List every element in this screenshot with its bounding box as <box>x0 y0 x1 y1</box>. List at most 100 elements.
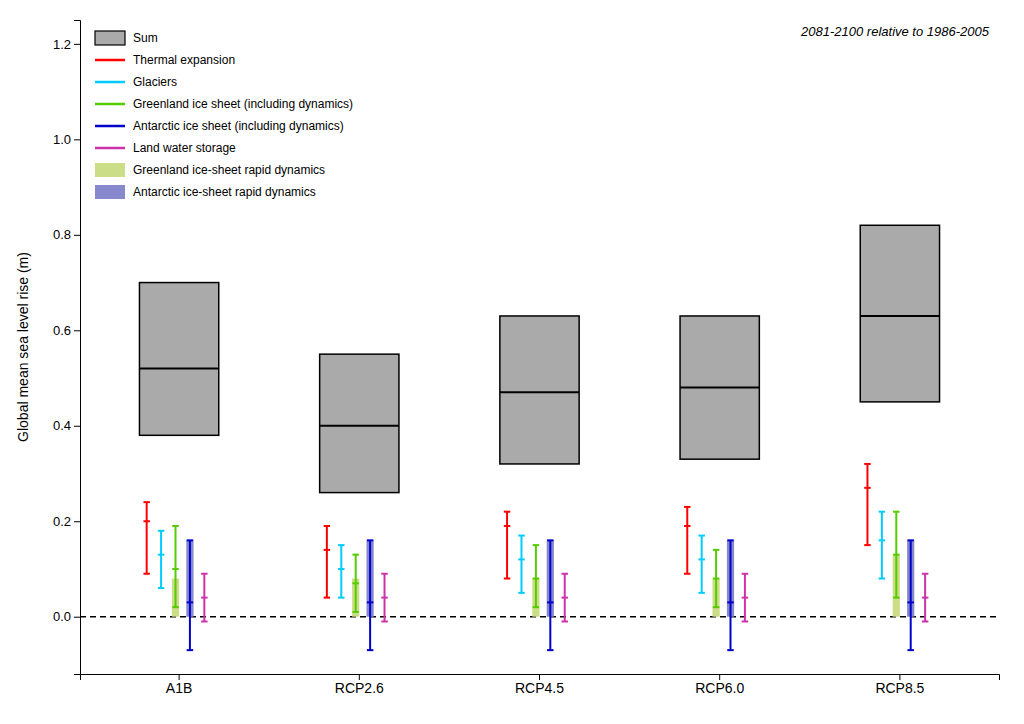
range-cap-high <box>504 511 510 513</box>
box <box>320 354 399 492</box>
range-mid <box>713 578 719 580</box>
range-cap-high <box>879 511 885 513</box>
range-mid <box>547 601 553 603</box>
x-tick: RCP4.5 <box>515 674 564 696</box>
y-tick-mark <box>74 235 80 236</box>
legend-entry: Glaciers <box>95 75 177 89</box>
y-tick-label: 0.4 <box>53 418 71 433</box>
chart: 0.00.20.40.60.81.01.2A1BRCP2.6RCP4.5RCP6… <box>0 0 1024 724</box>
legend-entry: Thermal expansion <box>95 53 235 67</box>
series-range <box>187 540 914 650</box>
range-mid <box>864 487 870 489</box>
range-line <box>730 540 732 650</box>
y-tick: 1.0 <box>53 132 80 147</box>
legend-label: Sum <box>133 31 158 45</box>
legend-label: Antarctic ice-sheet rapid dynamics <box>133 185 316 199</box>
box <box>139 283 218 436</box>
range-cap-high <box>893 511 899 513</box>
y-tick-mark <box>74 521 80 522</box>
legend-swatch <box>95 147 125 150</box>
range-cap-low <box>352 611 358 613</box>
range-line <box>520 536 522 593</box>
annotation: 2081-2100 relative to 1986-2005 <box>800 24 990 39</box>
x-tick-label: RCP6.0 <box>695 680 744 696</box>
box-median <box>139 367 218 369</box>
range-cap-low <box>742 620 748 622</box>
range-cap-low <box>698 592 704 594</box>
range-cap-high <box>518 535 524 537</box>
range-line <box>369 540 371 650</box>
y-tick: 0.6 <box>53 323 80 338</box>
range-cap-low <box>201 620 207 622</box>
legend-swatch <box>95 31 125 45</box>
range-line <box>866 464 868 545</box>
range-mid <box>504 525 510 527</box>
range-cap-low <box>367 649 373 651</box>
legend-label: Land water storage <box>133 141 236 155</box>
legend-label: Greenland ice-sheet rapid dynamics <box>133 163 325 177</box>
box-median <box>320 425 399 427</box>
range-mid <box>922 597 928 599</box>
series-range <box>143 464 870 598</box>
range-cap-low <box>561 620 567 622</box>
box-median <box>680 387 759 389</box>
legend-label: Greenland ice sheet (including dynamics) <box>133 97 353 111</box>
legend-swatch <box>95 103 125 106</box>
range-mid <box>879 539 885 541</box>
range-cap-high <box>727 539 733 541</box>
box <box>860 225 939 402</box>
range-mid <box>172 568 178 570</box>
legend-swatch <box>95 59 125 62</box>
range-line <box>881 512 883 579</box>
range-cap-high <box>172 525 178 527</box>
range-cap-low <box>324 597 330 599</box>
range-cap-high <box>367 539 373 541</box>
range-line <box>701 536 703 593</box>
range-cap-low <box>187 649 193 651</box>
x-tick: RCP2.6 <box>335 674 384 696</box>
range-cap-high <box>922 573 928 575</box>
x-axis: A1BRCP2.6RCP4.5RCP6.0RCP8.5 <box>81 674 1000 696</box>
range-mid <box>143 520 149 522</box>
legend-label: Glaciers <box>133 75 177 89</box>
legend-swatch <box>95 125 125 128</box>
range-cap-high <box>742 573 748 575</box>
range-cap-high <box>381 573 387 575</box>
range-cap-high <box>698 535 704 537</box>
range-cap-low <box>518 592 524 594</box>
range-cap-low <box>143 573 149 575</box>
range-line <box>146 502 148 574</box>
y-tick-label: 0.2 <box>53 514 71 529</box>
range-cap-high <box>864 463 870 465</box>
range-mid <box>684 525 690 527</box>
y-tick: 0.0 <box>53 609 80 624</box>
range-mid <box>324 549 330 551</box>
range-line <box>686 507 688 574</box>
range-cap-low <box>922 620 928 622</box>
y-tick-label: 0.8 <box>53 227 71 242</box>
range-cap-low <box>864 544 870 546</box>
range-cap-low <box>158 587 164 589</box>
y-tick: 0.8 <box>53 227 80 242</box>
range-cap-low <box>172 606 178 608</box>
box <box>500 316 579 464</box>
range-cap-low <box>504 578 510 580</box>
range-cap-high <box>158 530 164 532</box>
range-cap-low <box>879 578 885 580</box>
range-mid <box>533 578 539 580</box>
range-cap-high <box>143 501 149 503</box>
range-mid <box>201 597 207 599</box>
y-tick-mark <box>74 139 80 140</box>
legend-swatch <box>95 81 125 84</box>
range-line <box>189 540 191 650</box>
plot-area <box>80 225 999 650</box>
range-cap-high <box>352 554 358 556</box>
legend-entry: Sum <box>95 31 158 45</box>
range-line <box>175 526 177 607</box>
range-cap-high <box>713 549 719 551</box>
y-axis: 0.00.20.40.60.81.01.2 <box>53 21 81 675</box>
box-median <box>860 315 939 317</box>
range-mid <box>518 558 524 560</box>
range-mid <box>698 558 704 560</box>
legend-label: Thermal expansion <box>133 53 235 67</box>
